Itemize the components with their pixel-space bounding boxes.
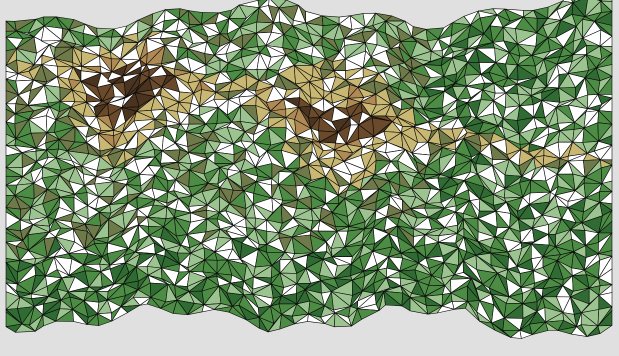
mesh-triangle bbox=[201, 304, 215, 313]
mesh-triangle bbox=[146, 297, 161, 309]
mesh-triangle bbox=[409, 297, 429, 315]
mesh-triangle bbox=[97, 313, 112, 326]
mesh-triangle bbox=[72, 309, 88, 325]
mesh-triangle bbox=[42, 314, 57, 327]
mesh-triangle bbox=[519, 329, 533, 339]
mesh-triangle bbox=[258, 317, 269, 333]
mesh-triangle bbox=[465, 301, 480, 322]
mesh-triangle bbox=[120, 304, 141, 313]
mesh-triangle bbox=[597, 325, 613, 334]
mesh-triangle bbox=[228, 305, 247, 321]
mesh-triangle bbox=[545, 321, 559, 331]
mesh-triangle bbox=[383, 290, 403, 307]
mesh-triangle bbox=[15, 323, 36, 333]
mesh-triangle bbox=[279, 314, 295, 330]
mesh-triangle bbox=[334, 312, 352, 328]
mesh-triangle bbox=[570, 326, 588, 337]
mesh-triangle bbox=[357, 308, 380, 320]
triangulated-terrain-mesh bbox=[5, 0, 613, 339]
mesh-triangle bbox=[307, 313, 326, 324]
mesh-triangle bbox=[172, 299, 188, 316]
mesh-triangle bbox=[491, 322, 511, 338]
mesh-triangle bbox=[436, 305, 455, 314]
